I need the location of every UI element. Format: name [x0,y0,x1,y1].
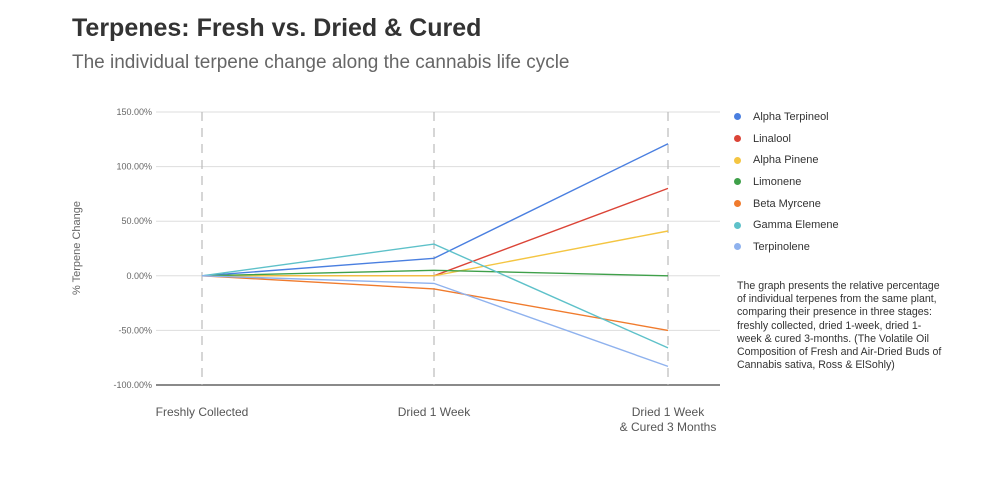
legend-marker [734,200,741,208]
legend-label: Linalool [753,132,791,145]
legend-marker [734,243,741,251]
legend-item-limonene: Limonene [734,171,839,193]
series-line-terpinolene [201,275,669,368]
y-tick-label: -50.00% [118,325,152,335]
y-axis-title: % Terpene Change [71,201,83,295]
legend-marker [734,113,741,121]
x-tick-label: & Cured 3 Months [620,420,717,434]
y-tick-label: 0.00% [126,271,152,281]
series-line-linalool [202,187,669,277]
legend-item-beta-myrcene: Beta Myrcene [734,193,839,215]
legend-item-linalool: Linalool [734,128,839,150]
legend-item-alpha-pinene: Alpha Pinene [734,149,839,171]
y-tick-label: 150.00% [116,107,152,117]
x-tick-label: Dried 1 Week [398,405,471,419]
chart-description: The graph presents the relative percenta… [737,280,942,372]
x-tick-label: Freshly Collected [156,405,249,419]
series-line-gamma-elemene [201,243,669,349]
legend-label: Alpha Terpineol [753,110,829,123]
legend-marker [734,156,741,164]
series-line-alpha-terpineol [201,143,669,277]
legend-marker [734,178,741,186]
legend-label: Alpha Pinene [753,154,819,167]
legend-item-terpinolene: Terpinolene [734,236,839,258]
legend: Alpha Terpineol Linalool Alpha Pinene Limon… [734,106,839,258]
legend-item-gamma-elemene: Gamma Elemene [734,214,839,236]
chart-title: Terpenes: Fresh vs. Dried & Cured [72,14,482,42]
legend-marker [734,221,741,229]
legend-label: Beta Myrcene [753,197,821,210]
legend-item-alpha-terpineol: Alpha Terpineol [734,106,839,128]
y-tick-label: 100.00% [116,162,152,172]
chart-subtitle: The individual terpene change along the … [72,52,570,73]
series-line-beta-myrcene [201,275,669,332]
legend-marker [734,135,741,143]
y-tick-label: 50.00% [121,216,152,226]
legend-label: Limonene [753,175,802,188]
x-tick-label: Dried 1 Week [632,405,705,419]
legend-label: Terpinolene [753,240,810,253]
legend-label: Gamma Elemene [753,219,839,232]
series-line-alpha-pinene [202,230,669,277]
y-tick-label: -100.00% [113,380,152,390]
series-line-limonene [201,269,669,277]
